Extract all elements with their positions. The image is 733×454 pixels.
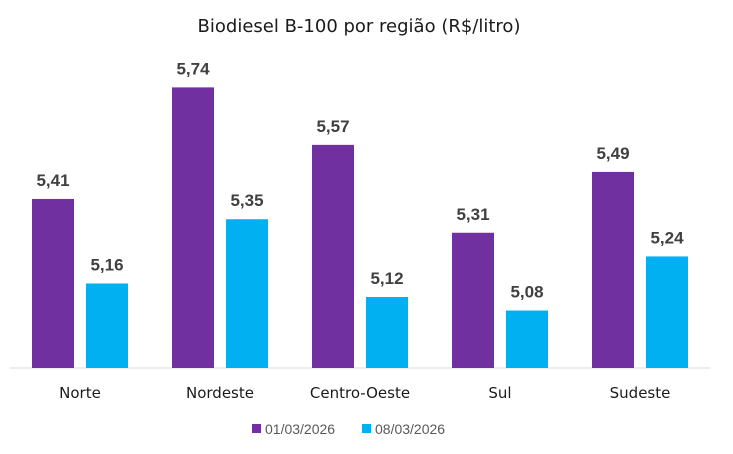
- chart-title: Biodiesel B-100 por região (R$/litro): [198, 16, 521, 37]
- data-label-centro-oeste-series-1: 5,57: [316, 117, 349, 136]
- data-label-sul-series-2: 5,08: [510, 283, 543, 302]
- legend-label-series-1: 01/03/2026: [265, 421, 335, 437]
- category-label-sul: Sul: [488, 384, 511, 402]
- data-label-norte-series-2: 5,16: [90, 255, 123, 274]
- data-label-norte-series-1: 5,41: [36, 171, 69, 190]
- data-label-centro-oeste-series-2: 5,12: [370, 269, 403, 288]
- category-label-sudeste: Sudeste: [610, 384, 671, 402]
- category-labels-layer: Norte Nordeste Centro-Oeste Sul Sudeste: [59, 384, 670, 402]
- legend-swatch-series-2: [362, 424, 371, 433]
- data-label-sudeste-series-2: 5,24: [650, 228, 684, 247]
- bars-layer: [32, 87, 688, 368]
- data-label-sudeste-series-1: 5,49: [596, 144, 629, 163]
- data-label-nordeste-series-1: 5,74: [176, 59, 210, 78]
- data-label-sul-series-1: 5,31: [456, 205, 489, 224]
- bar-centro-oeste-series-1: [312, 144, 354, 368]
- category-label-centro-oeste: Centro-Oeste: [310, 384, 410, 402]
- bar-centro-oeste-series-2: [366, 297, 408, 368]
- legend: 01/03/2026 08/03/2026: [252, 421, 445, 437]
- bar-nordeste-series-1: [172, 87, 214, 368]
- bar-sul-series-1: [452, 232, 494, 368]
- category-label-norte: Norte: [59, 384, 101, 402]
- bar-sul-series-2: [506, 310, 548, 368]
- value-labels-layer: 5,41 5,16 5,74 5,35 5,57 5,12 5,31 5,08 5,49 5,24: [36, 59, 684, 301]
- data-label-nordeste-series-2: 5,35: [230, 191, 263, 210]
- bar-nordeste-series-2: [226, 219, 268, 368]
- bar-sudeste-series-1: [592, 171, 634, 368]
- category-label-nordeste: Nordeste: [186, 384, 254, 402]
- bar-sudeste-series-2: [646, 256, 688, 368]
- legend-label-series-2: 08/03/2026: [375, 421, 445, 437]
- bar-norte-series-2: [86, 283, 128, 368]
- bar-norte-series-1: [32, 198, 74, 368]
- legend-swatch-series-1: [252, 424, 261, 433]
